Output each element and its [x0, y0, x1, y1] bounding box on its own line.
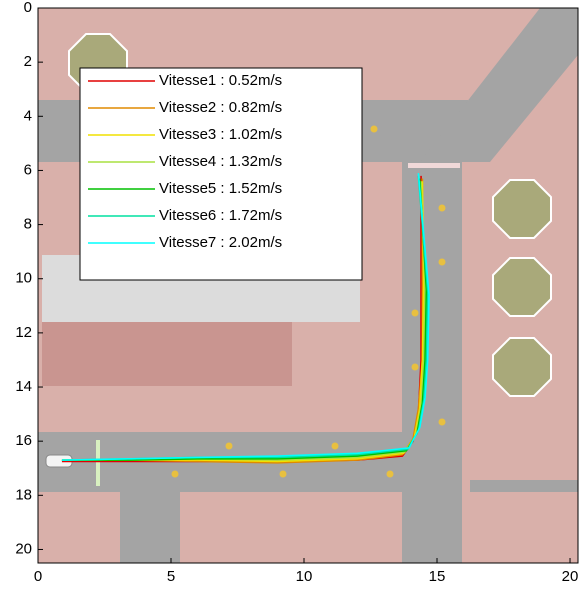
y-tick-label: 2 [24, 53, 32, 70]
axes-frame [37, 7, 579, 564]
y-tick-label: 12 [15, 324, 32, 341]
legend-box [79, 67, 363, 281]
legend-label: Vitesse2 : 0.82m/s [159, 99, 282, 116]
legend-label: Vitesse3 : 1.02m/s [159, 126, 282, 143]
x-tick-label: 10 [296, 568, 313, 585]
legend-label: Vitesse5 : 1.52m/s [159, 180, 282, 197]
road [470, 480, 578, 492]
x-tick-label: 15 [429, 568, 446, 585]
x-tick-label: 0 [34, 568, 42, 585]
tree [492, 337, 552, 397]
y-tick-label: 8 [24, 216, 32, 233]
y-tick-label: 10 [15, 270, 32, 287]
y-tick-label: 4 [24, 107, 32, 124]
trajectory-line [61, 181, 425, 463]
trajectory-line [61, 178, 428, 461]
x-tick-label: 20 [562, 568, 579, 585]
x-tick-label: 5 [167, 568, 175, 585]
y-tick-label: 20 [15, 540, 32, 557]
obstacles [171, 125, 446, 478]
legend-label: Vitesse6 : 1.72m/s [159, 207, 282, 224]
crosswalk [408, 163, 460, 168]
trajectory-line [61, 173, 430, 461]
marker-line [96, 440, 100, 486]
tree [492, 179, 552, 239]
y-tick-label: 14 [15, 378, 32, 395]
building-shadow [42, 322, 292, 386]
road [420, 8, 578, 162]
y-tick-label: 16 [15, 432, 32, 449]
y-tick-label: 0 [24, 0, 32, 16]
legend-label: Vitesse1 : 0.52m/s [159, 72, 282, 89]
road [120, 492, 180, 563]
y-tick-label: 6 [24, 161, 32, 178]
legend-label: Vitesse7 : 2.02m/s [159, 234, 282, 251]
y-tick-label: 18 [15, 486, 32, 503]
plot-area [61, 173, 430, 464]
legend: Vitesse1 : 0.52m/s Vitesse2 : 0.82m/s Vite… [79, 67, 363, 281]
legend-label: Vitesse4 : 1.32m/s [159, 153, 282, 170]
tree [492, 257, 552, 317]
road [402, 162, 462, 563]
